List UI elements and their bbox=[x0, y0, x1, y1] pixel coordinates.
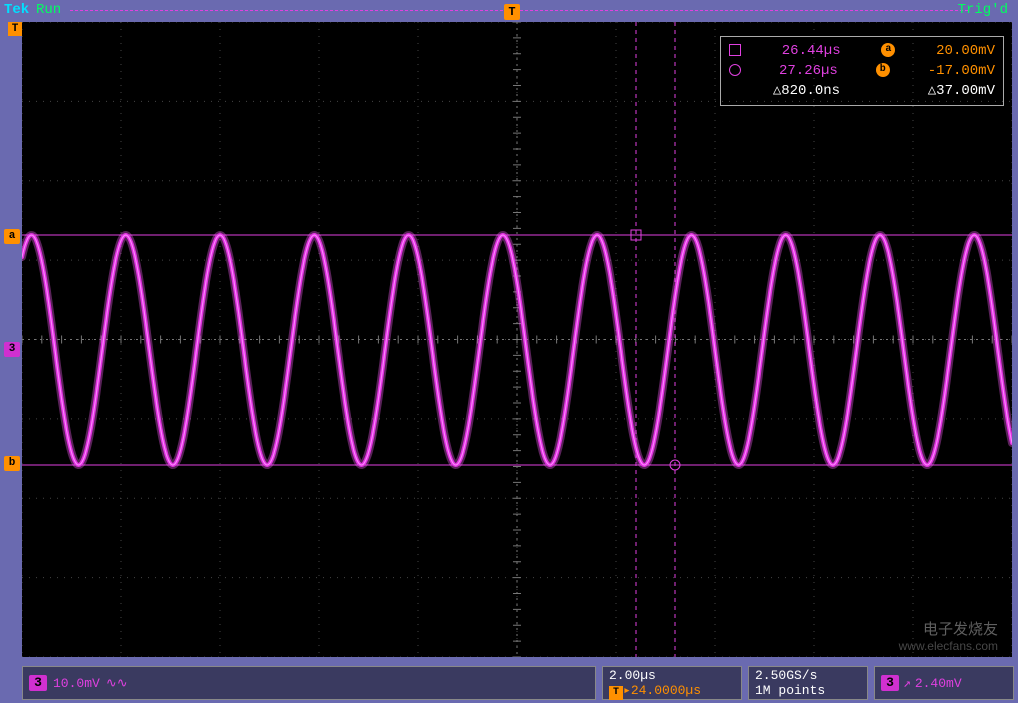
edge-icon: ↗ bbox=[903, 676, 911, 691]
channel-scale: 10.0mV bbox=[53, 676, 100, 691]
cursor-b-volt: -17.00mV bbox=[928, 61, 995, 81]
channel-ground-marker[interactable]: 3 bbox=[4, 342, 20, 357]
trigger-position-indicator: T bbox=[504, 4, 520, 20]
cursor-a-marker[interactable]: a bbox=[4, 229, 20, 244]
cursor-b-marker[interactable]: b bbox=[4, 456, 20, 471]
timebase-scale: 2.00µs bbox=[609, 668, 735, 683]
trigger-level: 2.40mV bbox=[915, 676, 962, 691]
cursor-readout-panel: 26.44µs a 20.00mV 27.26µs b -17.00mV △82… bbox=[720, 36, 1004, 106]
waveform-display[interactable] bbox=[22, 22, 1012, 657]
trigger-state: Trig'd bbox=[956, 0, 1010, 20]
run-state: Run bbox=[34, 0, 63, 20]
cursor-a-time: 26.44µs bbox=[782, 41, 841, 61]
sample-rate: 2.50GS/s bbox=[755, 668, 861, 683]
coupling-icon: ∿∿ bbox=[106, 676, 128, 691]
channel-badge: 3 bbox=[29, 675, 47, 691]
cursor-b-time: 27.26µs bbox=[779, 61, 838, 81]
timebase-panel[interactable]: 2.00µs T▸24.0000µs bbox=[602, 666, 742, 700]
oscilloscope-plot bbox=[22, 22, 1012, 657]
status-bar: 3 10.0mV ∿∿ 2.00µs T▸24.0000µs 2.50GS/s … bbox=[22, 663, 1014, 703]
a-badge-icon: a bbox=[881, 43, 895, 57]
brand-label: Tek bbox=[0, 0, 33, 20]
cursor-b-row: 27.26µs b -17.00mV bbox=[729, 61, 995, 81]
record-length: 1M points bbox=[755, 683, 861, 698]
t-badge-icon: T bbox=[609, 686, 623, 700]
delta-time: △820.0ns bbox=[773, 81, 840, 101]
cursor-a-row: 26.44µs a 20.00mV bbox=[729, 41, 995, 61]
channel-panel[interactable]: 3 10.0mV ∿∿ bbox=[22, 666, 596, 700]
square-icon bbox=[729, 44, 741, 56]
t-marker-icon: T bbox=[8, 22, 22, 36]
trigger-panel[interactable]: 3 ↗ 2.40mV bbox=[874, 666, 1014, 700]
cursor-delta-row: △820.0ns △37.00mV bbox=[729, 81, 995, 101]
timebase-arrow-icon: ▸ bbox=[623, 683, 631, 698]
delta-volt: △37.00mV bbox=[928, 81, 995, 101]
cursor-a-volt: 20.00mV bbox=[936, 41, 995, 61]
circle-icon bbox=[729, 64, 741, 76]
b-badge-icon: b bbox=[876, 63, 890, 77]
trigger-source-badge: 3 bbox=[881, 675, 899, 691]
timebase-position: 24.0000µs bbox=[631, 683, 701, 698]
acquisition-panel[interactable]: 2.50GS/s 1M points bbox=[748, 666, 868, 700]
frame-border-right bbox=[1012, 0, 1018, 703]
